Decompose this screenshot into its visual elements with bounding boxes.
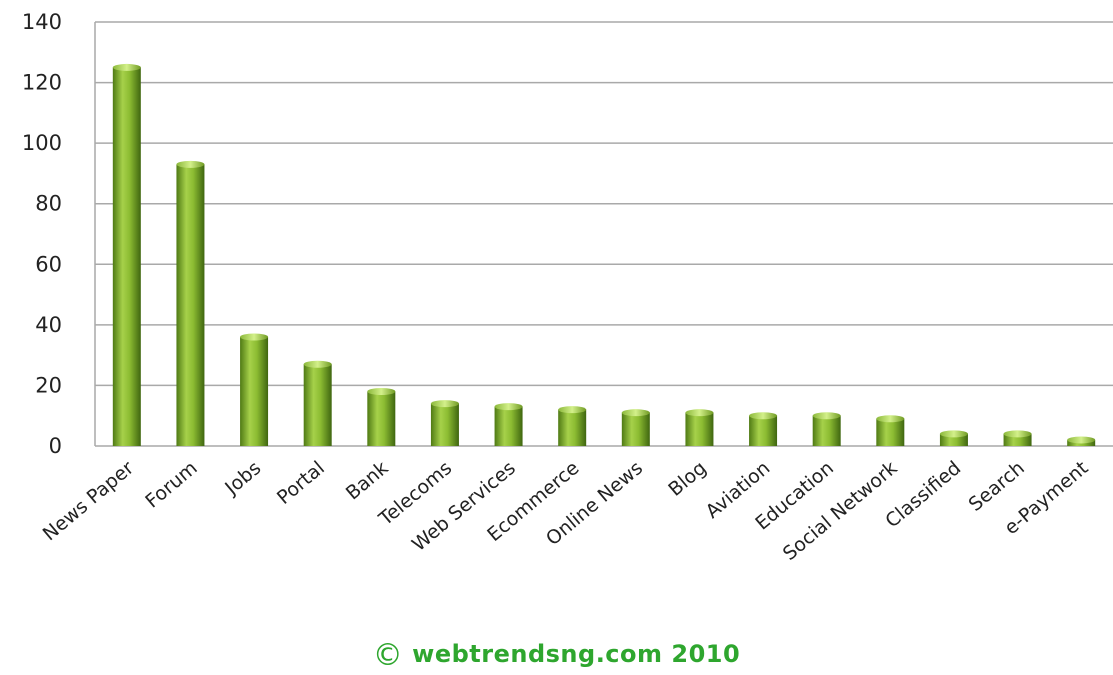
bar-cap bbox=[1067, 436, 1096, 444]
y-tick-label: 60 bbox=[35, 252, 62, 276]
bar-cap bbox=[494, 403, 523, 411]
bar bbox=[176, 160, 205, 447]
bar-body bbox=[240, 336, 269, 446]
bar-cap bbox=[812, 412, 841, 420]
bar bbox=[749, 412, 778, 446]
category-label: Portal bbox=[273, 457, 329, 509]
bar-body bbox=[621, 412, 650, 446]
bar-cap bbox=[621, 409, 650, 417]
y-tick-label: 80 bbox=[35, 192, 62, 216]
bar bbox=[558, 406, 587, 446]
y-tick-label: 20 bbox=[35, 373, 62, 397]
credit-text: webtrendsng.com 2010 bbox=[412, 640, 741, 668]
copyright-symbol: © bbox=[372, 638, 404, 673]
bar-cap bbox=[303, 360, 332, 368]
y-tick-label: 100 bbox=[22, 131, 62, 155]
category-label: Social Network bbox=[779, 457, 902, 565]
bar-body bbox=[303, 364, 332, 446]
copyright-credit: © webtrendsng.com 2010 bbox=[0, 638, 1113, 673]
bar bbox=[621, 409, 650, 446]
bar bbox=[367, 387, 396, 446]
bar bbox=[876, 415, 905, 446]
y-tick-label: 40 bbox=[35, 313, 62, 337]
bar-body bbox=[430, 403, 459, 446]
bar-body bbox=[685, 412, 714, 446]
bar-body bbox=[812, 415, 841, 446]
bar bbox=[685, 409, 714, 446]
bar-body bbox=[494, 406, 523, 446]
y-tick-label: 120 bbox=[22, 71, 62, 95]
x-axis-labels: News Paper Forum Jobs Portal BankTelecomsWeb… bbox=[39, 457, 1093, 565]
bar-cap bbox=[430, 400, 459, 408]
bar bbox=[1067, 436, 1096, 446]
bar-body bbox=[558, 409, 587, 446]
category-label: Jobs bbox=[220, 457, 265, 500]
bar-cap bbox=[367, 387, 396, 395]
bar-cap bbox=[876, 415, 905, 423]
bar-cap bbox=[558, 406, 587, 414]
category-label: Blog bbox=[664, 457, 710, 501]
bar-cap bbox=[939, 430, 968, 438]
bar-cap bbox=[749, 412, 778, 420]
bar bbox=[430, 400, 459, 446]
bar bbox=[1003, 430, 1032, 446]
bar-cap bbox=[112, 63, 141, 71]
bar bbox=[494, 403, 523, 446]
y-axis: 0 20 40 60 80 100 120 140 bbox=[22, 10, 96, 458]
bar-body bbox=[112, 67, 141, 446]
bar bbox=[240, 333, 269, 446]
bar-body bbox=[749, 415, 778, 446]
bar-body bbox=[176, 164, 205, 447]
bar-cap bbox=[240, 333, 269, 341]
bar-body bbox=[367, 391, 396, 446]
bar-cap bbox=[1003, 430, 1032, 438]
y-tick-label: 0 bbox=[49, 434, 62, 458]
bar bbox=[303, 360, 332, 446]
category-label: News Paper bbox=[39, 457, 138, 545]
bar-cap bbox=[176, 160, 205, 168]
bar-body bbox=[876, 418, 905, 446]
category-label: Forum bbox=[141, 457, 201, 513]
y-tick-label: 140 bbox=[22, 10, 62, 34]
bar bbox=[939, 430, 968, 446]
bar bbox=[112, 63, 141, 446]
bar bbox=[812, 412, 841, 446]
category-label: Bank bbox=[342, 457, 393, 505]
bars bbox=[112, 63, 1096, 447]
bar-cap bbox=[685, 409, 714, 417]
